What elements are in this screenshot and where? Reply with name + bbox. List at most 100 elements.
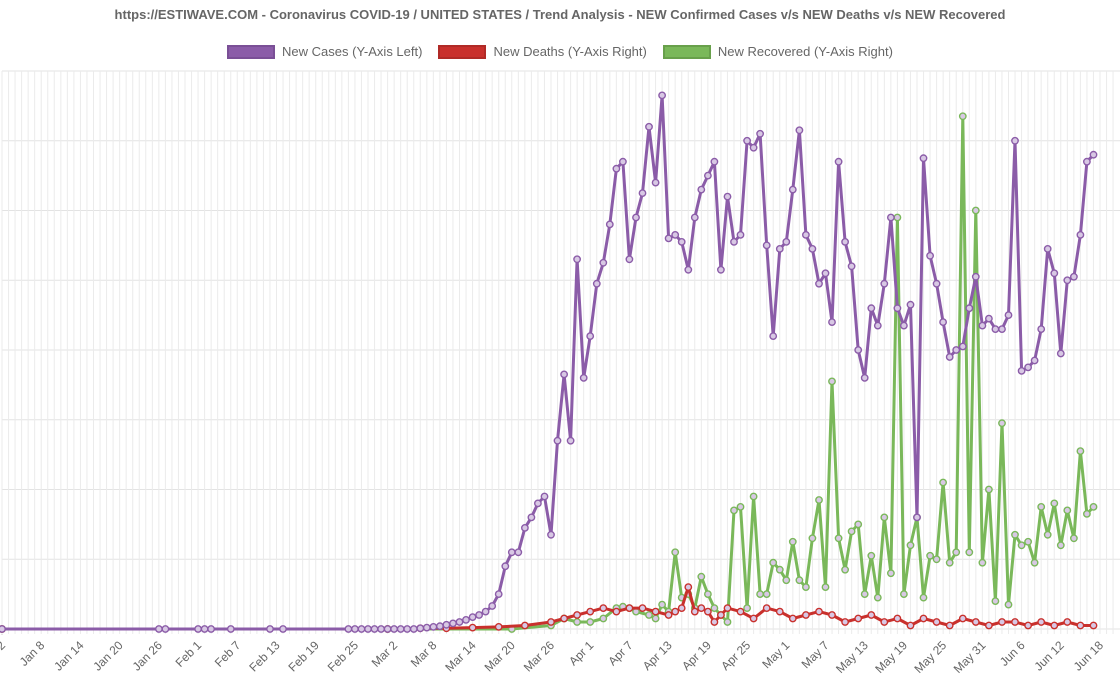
data-point-new-deaths: [723, 604, 732, 612]
x-tick-label: Apr 25: [718, 638, 753, 673]
data-point-new-recovered: [887, 569, 895, 578]
data-point-new-recovered: [873, 593, 882, 602]
data-point-new-cases: [854, 346, 863, 354]
data-point-new-cases: [671, 230, 680, 239]
data-point-new-deaths: [815, 607, 823, 616]
data-point-new-cases: [808, 244, 817, 253]
data-point-new-cases: [821, 269, 830, 278]
data-point-new-cases: [599, 258, 608, 267]
data-point-new-recovered: [985, 485, 993, 494]
data-point-new-cases: [704, 171, 712, 180]
data-point-new-recovered: [645, 611, 653, 619]
data-point-new-cases: [775, 244, 784, 253]
data-point-new-recovered: [749, 492, 758, 501]
data-point-new-cases: [403, 625, 412, 633]
data-point-new-recovered: [978, 558, 987, 567]
data-point-new-cases: [697, 185, 706, 194]
data-point-new-cases: [1070, 272, 1078, 281]
data-point-new-recovered: [926, 551, 934, 560]
data-point-new-recovered: [788, 537, 797, 546]
data-point-new-recovered: [854, 520, 863, 529]
data-point-new-cases: [651, 178, 660, 187]
data-point-new-cases: [605, 220, 614, 229]
x-tick-label: Jun 18: [1071, 638, 1107, 674]
data-point-new-cases: [1037, 325, 1046, 333]
data-point-new-cases: [815, 279, 823, 288]
data-point-new-deaths: [704, 607, 712, 616]
data-point-new-recovered: [736, 502, 745, 511]
legend-label-new-recovered: New Recovered (Y-Axis Right): [717, 44, 893, 59]
series-layer: [0, 91, 1098, 633]
legend-item-new-cases[interactable]: New Cases (Y-Axis Left): [227, 44, 422, 59]
data-point-new-cases: [592, 279, 601, 288]
data-point-new-cases: [429, 623, 438, 631]
data-point-new-deaths: [468, 623, 477, 632]
data-point-new-deaths: [932, 618, 941, 626]
data-point-new-deaths: [521, 621, 529, 630]
data-point-new-cases: [396, 625, 405, 633]
data-point-new-cases: [409, 625, 418, 633]
data-point-new-cases: [200, 625, 209, 633]
data-point-new-deaths: [788, 614, 797, 623]
x-tick-label: Jan 20: [90, 638, 126, 674]
x-tick-label: Apr 19: [679, 638, 714, 673]
data-point-new-deaths: [971, 618, 980, 626]
data-point-new-cases: [1024, 363, 1033, 372]
data-point-new-recovered: [952, 548, 961, 557]
data-point-new-deaths: [906, 621, 915, 630]
data-point-new-cases: [586, 332, 595, 340]
data-point-new-cases: [873, 321, 882, 330]
data-point-new-deaths: [710, 618, 719, 626]
data-point-new-cases: [481, 607, 490, 616]
data-point-new-cases: [664, 234, 673, 243]
data-point-new-cases: [723, 192, 732, 201]
x-tick-label: Feb 13: [246, 638, 283, 675]
data-point-new-deaths: [599, 604, 608, 612]
data-point-new-deaths: [547, 618, 555, 626]
data-point-new-deaths: [651, 607, 660, 616]
data-point-new-deaths: [1050, 621, 1059, 630]
legend-item-new-recovered[interactable]: New Recovered (Y-Axis Right): [662, 44, 893, 59]
data-point-new-cases: [579, 373, 588, 382]
data-point-new-cases: [847, 262, 856, 271]
data-point-new-deaths: [1011, 618, 1019, 626]
data-point-new-deaths: [762, 604, 771, 612]
data-point-new-cases: [756, 129, 764, 138]
data-point-new-deaths: [1089, 621, 1098, 630]
data-point-new-cases: [560, 370, 568, 379]
data-point-new-recovered: [939, 478, 947, 487]
data-point-new-recovered: [586, 618, 595, 626]
data-point-new-cases: [527, 513, 536, 522]
data-point-new-cases: [377, 625, 385, 633]
data-point-new-cases: [619, 157, 627, 166]
data-point-new-cases: [717, 265, 725, 274]
data-point-new-cases: [566, 436, 575, 445]
legend-item-new-deaths[interactable]: New Deaths (Y-Axis Right): [438, 44, 647, 59]
x-tick-label: May 7: [799, 638, 832, 671]
data-point-new-cases: [762, 241, 771, 250]
data-point-new-deaths: [919, 614, 928, 623]
data-point-new-recovered: [867, 551, 876, 560]
data-point-new-recovered: [965, 548, 974, 557]
data-point-new-cases: [1076, 230, 1085, 239]
data-point-new-deaths: [560, 614, 568, 623]
data-point-new-deaths: [998, 618, 1006, 626]
data-point-new-cases: [658, 91, 666, 100]
data-point-new-recovered: [900, 590, 908, 598]
data-point-new-cases: [710, 157, 719, 166]
data-point-new-cases: [632, 213, 640, 222]
x-tick-label: Apr 13: [640, 638, 675, 673]
data-point-new-cases: [435, 622, 444, 631]
data-point-new-cases: [677, 237, 686, 246]
data-point-new-cases: [449, 619, 457, 628]
data-point-new-recovered: [1056, 541, 1065, 550]
data-point-new-recovered: [847, 527, 856, 536]
data-point-new-deaths: [841, 618, 849, 626]
data-point-new-cases: [416, 624, 425, 633]
data-point-new-recovered: [880, 513, 889, 522]
grid-layer: [1, 70, 1120, 635]
x-tick-label: Feb 7: [212, 638, 244, 670]
data-point-new-deaths: [625, 604, 634, 612]
data-point-new-cases: [534, 499, 542, 508]
